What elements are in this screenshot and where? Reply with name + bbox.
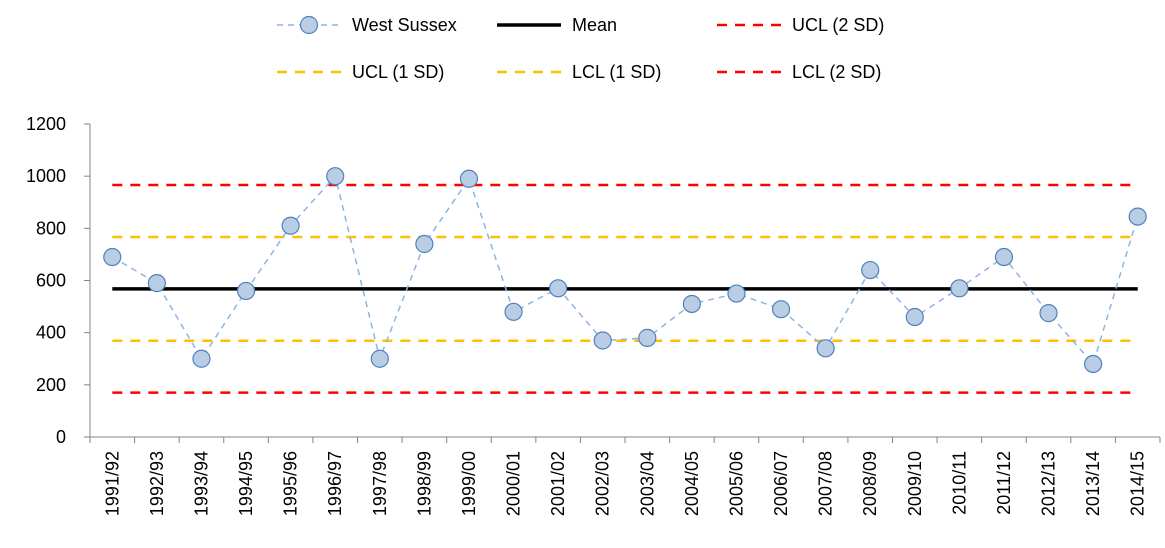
west-sussex-point: [593, 331, 612, 350]
x-tick-label: 1991/92: [102, 451, 122, 516]
x-tick-label: 2013/14: [1083, 451, 1103, 516]
x-tick-label: 2010/11: [949, 451, 969, 515]
west-sussex-point: [415, 234, 434, 254]
x-tick-label: 1996/97: [325, 451, 345, 516]
legend-label-ucl-1-sd: UCL (1 SD): [352, 62, 444, 82]
chart-axes: [84, 123, 1161, 443]
legend-label-ucl-2-sd: UCL (2 SD): [792, 15, 884, 35]
legend-label-lcl-1-sd: LCL (1 SD): [572, 62, 661, 82]
x-axis-tick-labels: 1991/92 1992/93 1993/94 1994/95 1995/96 1996/…: [102, 451, 1147, 516]
data-series: [103, 167, 1147, 374]
west-sussex-point: [192, 349, 211, 368]
west-sussex-point: [370, 349, 389, 368]
west-sussex-point: [103, 247, 122, 267]
x-tick-label: 2011/12: [994, 451, 1014, 515]
west-sussex-point: [326, 167, 345, 186]
x-tick-label: 2008/09: [860, 451, 880, 516]
y-tick-label: 1200: [26, 114, 66, 134]
west-sussex-line: [111, 174, 1139, 366]
west-sussex-point: [994, 247, 1014, 267]
x-tick-label: 2002/03: [593, 451, 613, 516]
x-tick-label: 2007/08: [816, 451, 836, 516]
west-sussex-point: [771, 300, 791, 319]
reference-lines: [112, 183, 1138, 394]
west-sussex-point: [727, 284, 746, 303]
x-tick-label: 1994/95: [236, 451, 256, 516]
x-tick-label: 1992/93: [147, 451, 167, 516]
x-tick-label: 2014/15: [1128, 451, 1148, 516]
x-tick-label: 1995/96: [281, 451, 301, 516]
west-sussex-point: [147, 274, 166, 293]
x-tick-label: 1998/99: [414, 451, 434, 516]
west-sussex-point: [1128, 207, 1147, 226]
x-tick-label: 2005/06: [726, 451, 746, 516]
legend-label-lcl-2-sd: LCL (2 SD): [792, 62, 881, 82]
x-tick-label: 2006/07: [771, 451, 791, 516]
x-tick-label: 2003/04: [637, 451, 657, 516]
x-tick-label: 1993/94: [191, 451, 211, 516]
west-sussex-point: [950, 279, 969, 298]
west-sussex-point: [504, 302, 523, 321]
west-sussex-point: [236, 281, 256, 301]
west-sussex-point: [905, 307, 924, 327]
west-sussex-point: [861, 260, 880, 280]
x-tick-label: 2012/13: [1039, 451, 1059, 516]
y-tick-label: 400: [36, 323, 66, 343]
x-tick-label: 1997/98: [370, 451, 390, 516]
legend-marker-west-sussex: [299, 15, 319, 35]
west-sussex-point: [816, 339, 835, 358]
y-axis-tick-labels: 0 200 400 600 800 1000 1200: [26, 114, 66, 447]
west-sussex-point: [638, 328, 657, 347]
x-tick-label: 2004/05: [682, 451, 702, 516]
west-sussex-point: [459, 169, 479, 188]
west-sussex-point: [682, 294, 701, 314]
legend-label-west-sussex: West Sussex: [352, 15, 457, 35]
x-tick-label: 1999/00: [459, 451, 479, 516]
y-tick-label: 1000: [26, 166, 66, 186]
west-sussex-point: [549, 279, 568, 298]
y-tick-label: 200: [36, 375, 66, 395]
x-tick-label: 2009/10: [905, 451, 925, 516]
y-tick-label: 0: [56, 427, 66, 447]
west-sussex-point: [1084, 354, 1103, 374]
y-tick-label: 600: [36, 271, 66, 291]
y-tick-label: 800: [36, 218, 66, 238]
west-sussex-point: [281, 216, 300, 235]
west-sussex-point: [1039, 304, 1058, 323]
x-tick-label: 2000/01: [504, 451, 524, 516]
x-tick-label: 2001/02: [548, 451, 568, 516]
legend-label-mean: Mean: [572, 15, 617, 35]
chart-legend: West Sussex Mean UCL (2 SD) UCL (1 SD) LCL (…: [277, 15, 884, 82]
